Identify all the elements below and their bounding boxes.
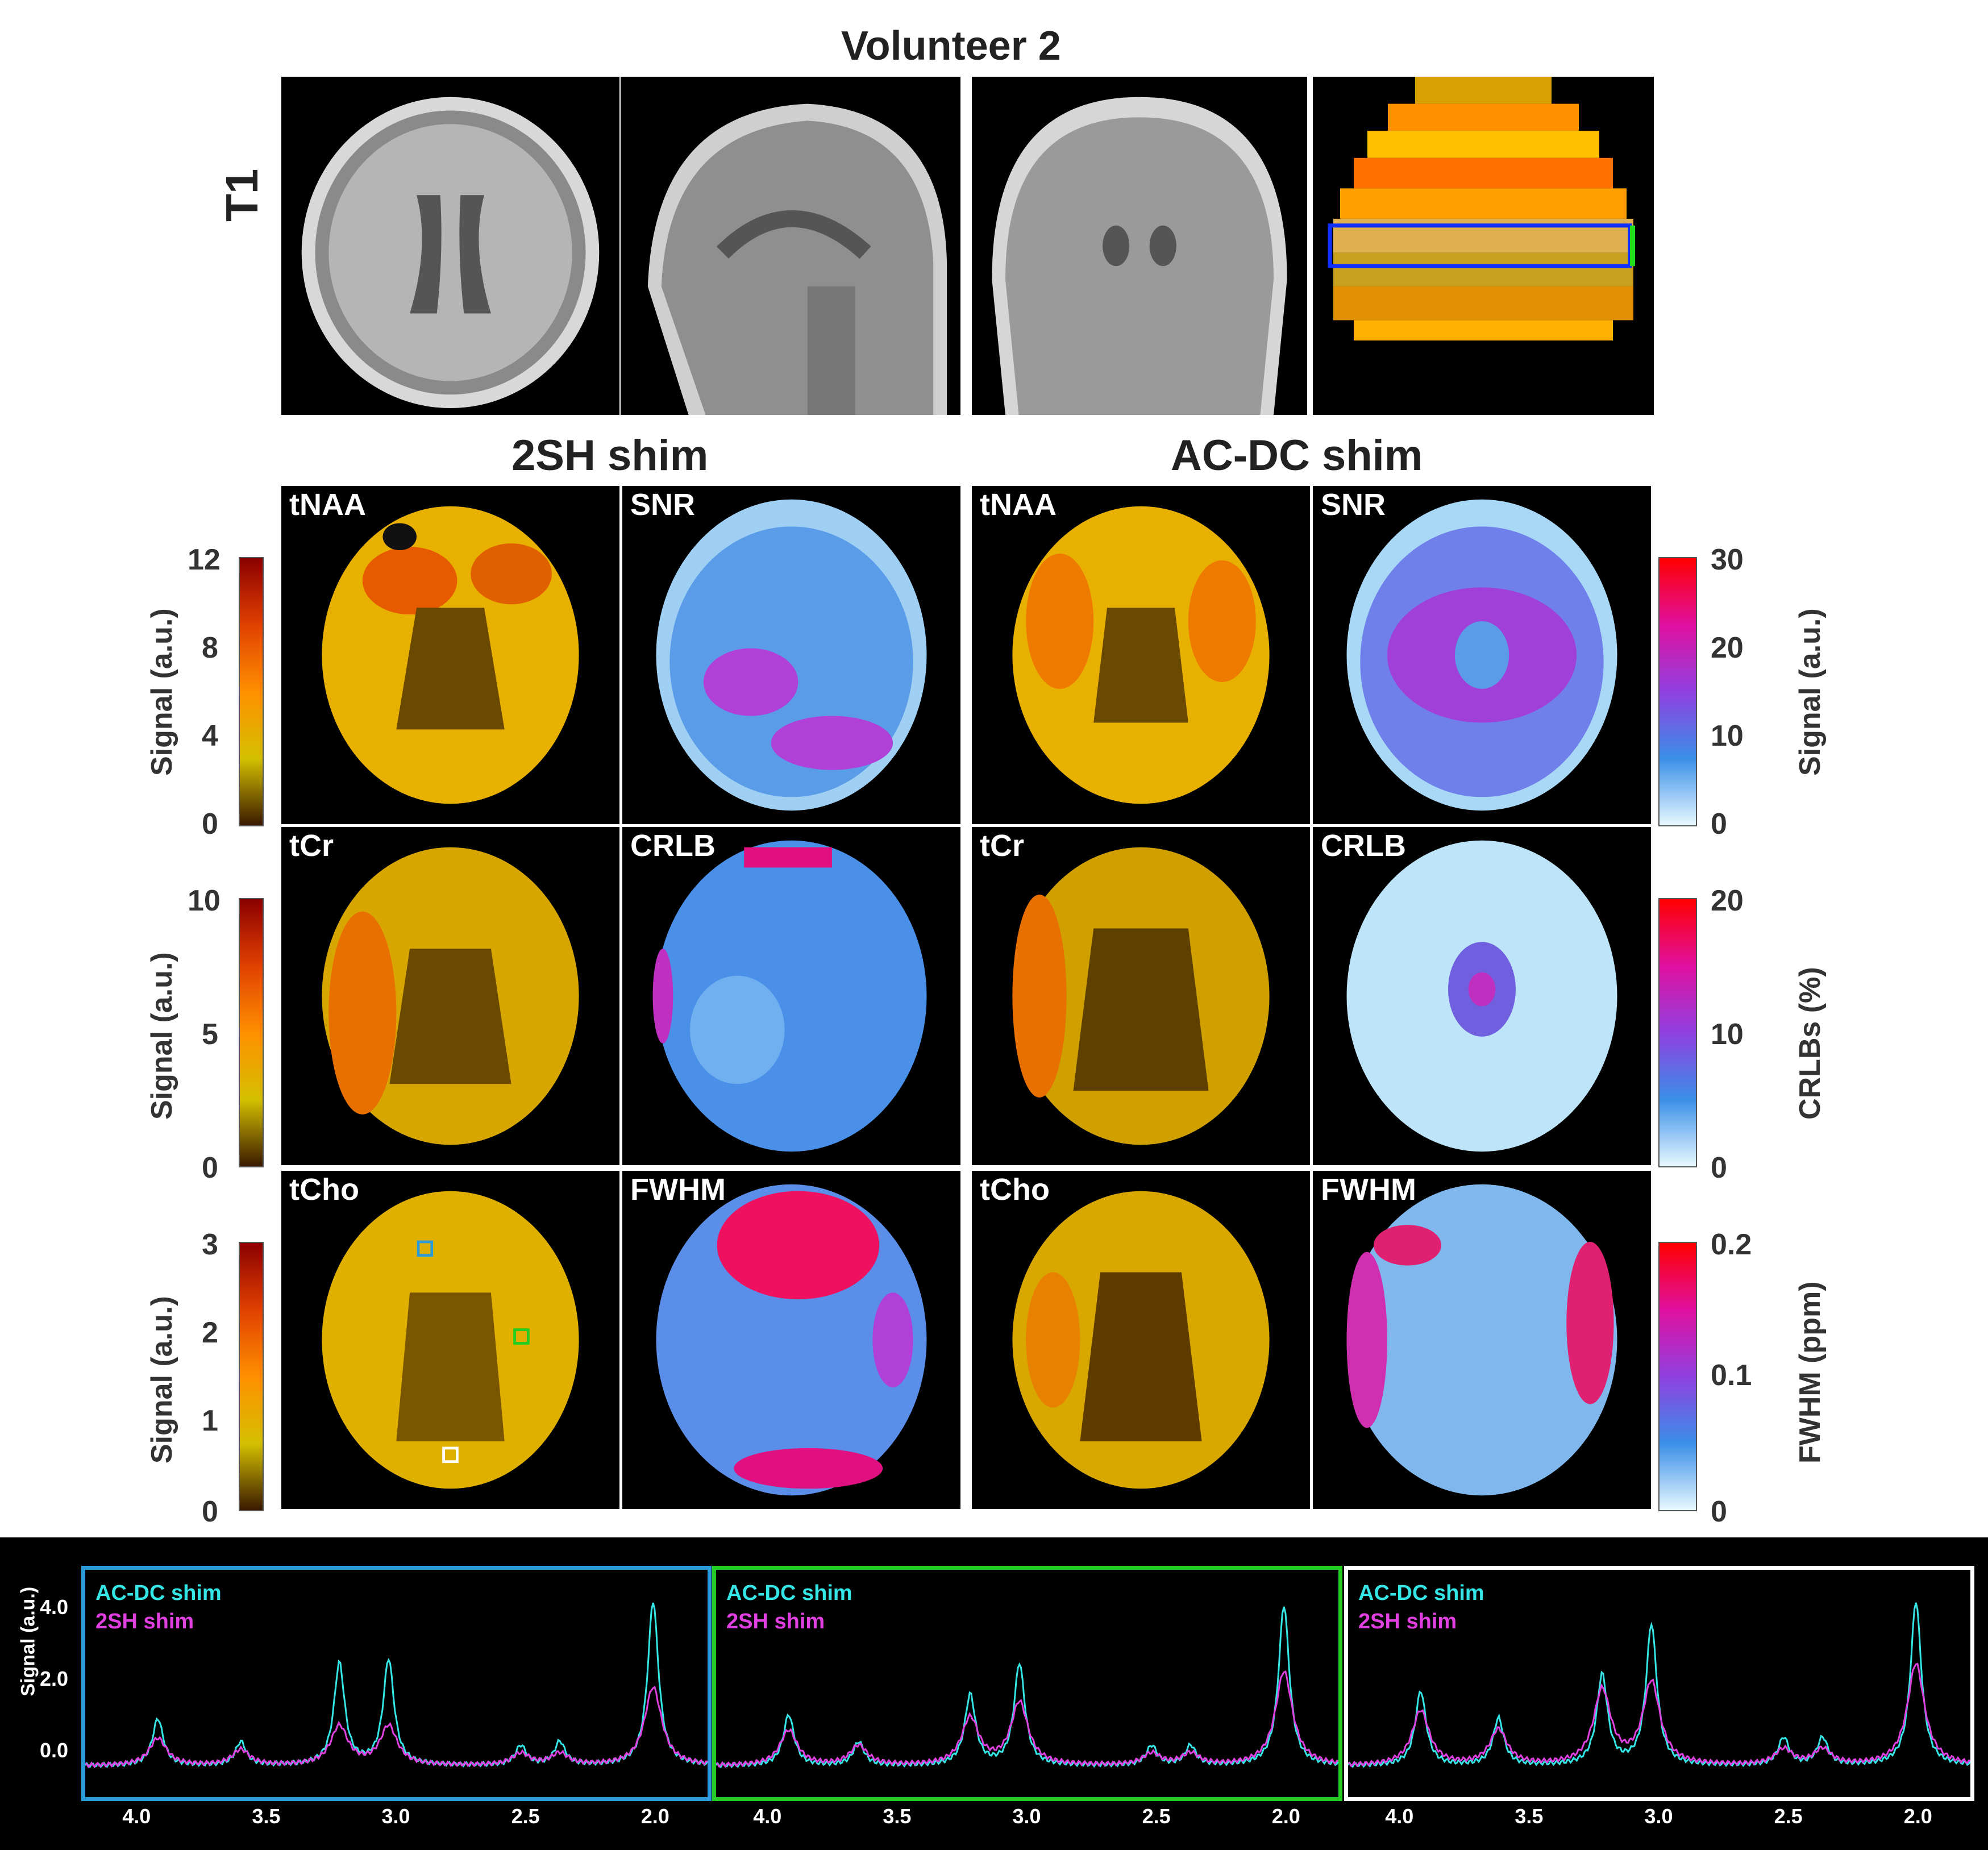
colorbar-hot-2 (239, 898, 264, 1167)
spectra-xtick: 3.5 (883, 1805, 912, 1828)
cbar-label: Signal (a.u.) (145, 1296, 178, 1464)
legend-2sh: 2SH shim (1358, 1610, 1457, 1633)
map-label: CRLB (630, 829, 716, 863)
cbar-tick: 0.1 (1711, 1359, 1752, 1392)
spectra-strip: Signal (a.u.) 4.0 2.0 0.0 AC-DC shim 2SH… (0, 1537, 1988, 1850)
legend-acdc: AC-DC shim (1358, 1581, 1484, 1605)
cbar-tick: 1 (202, 1404, 218, 1437)
spectra-ytick: 0.0 (40, 1739, 69, 1762)
map-acdc-fwhm: FWHM (1313, 1171, 1651, 1509)
spectra-ytick: 2.0 (40, 1667, 69, 1690)
map-acdc-tcr: tCr (972, 827, 1310, 1165)
cbar-tick: 2 (202, 1316, 218, 1349)
spectra-xtick: 2.0 (1903, 1805, 1932, 1828)
map-label: tCho (980, 1173, 1050, 1207)
map-2sh-snr: SNR (622, 486, 960, 824)
figure-title: Volunteer 2 (841, 23, 1061, 69)
spectra-xtick: 2.0 (1271, 1805, 1300, 1828)
cbar-tick: 0 (202, 1495, 218, 1528)
spectra-xtick: 2.5 (1142, 1805, 1171, 1828)
spectra-xtick: 3.0 (1644, 1805, 1673, 1828)
cbar-tick: 10 (188, 884, 221, 917)
legend-acdc: AC-DC shim (95, 1581, 222, 1605)
spectra-xtick: 3.5 (252, 1805, 281, 1828)
cbar-tick: 3 (202, 1228, 218, 1261)
cbar-tick: 4 (202, 720, 218, 753)
colorbar-cool-2 (1658, 898, 1697, 1167)
t1-row-label: T1 (217, 168, 267, 222)
map-2sh-tnaa: tNAA (281, 486, 619, 824)
spectra-xtick: 4.0 (1385, 1805, 1414, 1828)
map-label: tNAA (289, 488, 366, 522)
cbar-tick: 12 (188, 543, 221, 576)
map-2sh-tcr: tCr (281, 827, 619, 1165)
map-acdc-crlb: CRLB (1313, 827, 1651, 1165)
spectrum-line-2sh (716, 1670, 1338, 1768)
map-2sh-tcho: tCho (281, 1171, 619, 1509)
spectrum-panel-blue: AC-DC shim 2SH shim (81, 1566, 712, 1801)
spectra-xtick: 2.5 (1774, 1805, 1803, 1828)
spectra-ytick: 4.0 (40, 1595, 69, 1619)
group-title-acdc: AC-DC shim (1171, 431, 1423, 480)
map-label: FWHM (630, 1173, 726, 1207)
map-label: tCr (980, 829, 1024, 863)
cbar-label: CRLBs (%) (1794, 967, 1827, 1120)
map-label: SNR (630, 488, 696, 522)
t1-coronal-image (972, 77, 1307, 415)
map-acdc-tcho: tCho (972, 1171, 1310, 1509)
legend-2sh: 2SH shim (726, 1610, 825, 1633)
map-2sh-fwhm: FWHM (622, 1171, 960, 1509)
spectrum-panel-white: AC-DC shim 2SH shim (1344, 1566, 1974, 1801)
spectra-xtick: 2.5 (511, 1805, 540, 1828)
map-label: tNAA (980, 488, 1057, 522)
colorbar-hot-1 (239, 557, 264, 826)
map-label: CRLB (1321, 829, 1406, 863)
legend-acdc: AC-DC shim (726, 1581, 852, 1605)
cbar-tick: 0.2 (1711, 1228, 1752, 1261)
cbar-tick: 0 (202, 1151, 218, 1184)
map-label: tCho (289, 1173, 359, 1207)
map-label: FWHM (1321, 1173, 1416, 1207)
cbar-tick: 20 (1711, 631, 1744, 664)
cbar-tick: 20 (1711, 884, 1744, 917)
cbar-tick: 0 (1711, 1151, 1727, 1184)
cbar-label: Signal (a.u.) (1794, 608, 1827, 776)
cbar-tick: 10 (1711, 720, 1744, 753)
cbar-tick: 5 (202, 1018, 218, 1051)
cbar-tick: 30 (1711, 543, 1744, 576)
map-2sh-crlb: CRLB (622, 827, 960, 1165)
spectra-xtick: 3.0 (1012, 1805, 1041, 1828)
spectra-xtick: 4.0 (122, 1805, 151, 1828)
cbar-label: FWHM (ppm) (1794, 1281, 1827, 1464)
spectrum-panel-green: AC-DC shim 2SH shim (712, 1566, 1342, 1801)
spectra-xtick: 2.0 (641, 1805, 669, 1828)
cbar-tick: 10 (1711, 1018, 1744, 1051)
mrsi-grid-localizer (1313, 77, 1654, 415)
colorbar-cool-3 (1658, 1242, 1697, 1511)
spectra-ylabel: Signal (a.u.) (17, 1586, 39, 1697)
cbar-label: Signal (a.u.) (145, 608, 178, 776)
map-label: SNR (1321, 488, 1386, 522)
cbar-tick: 0 (1711, 808, 1727, 841)
spectra-xtick: 4.0 (753, 1805, 782, 1828)
cbar-tick: 0 (202, 808, 218, 841)
t1-axial-image (281, 77, 619, 415)
spectra-xtick: 3.5 (1515, 1805, 1544, 1828)
group-title-2sh: 2SH shim (511, 431, 709, 480)
map-acdc-tnaa: tNAA (972, 486, 1310, 824)
spectra-xtick: 3.0 (381, 1805, 410, 1828)
t1-sagittal-image (621, 77, 960, 415)
map-label: tCr (289, 829, 334, 863)
cbar-label: Signal (a.u.) (145, 952, 178, 1120)
colorbar-cool-1 (1658, 557, 1697, 826)
cbar-tick: 8 (202, 631, 218, 664)
spectrum-line-2sh (85, 1685, 708, 1769)
map-acdc-snr: SNR (1313, 486, 1651, 824)
colorbar-hot-3 (239, 1242, 264, 1511)
cbar-tick: 0 (1711, 1495, 1727, 1528)
spectrum-line-2sh (1348, 1662, 1970, 1768)
legend-2sh: 2SH shim (95, 1610, 194, 1633)
